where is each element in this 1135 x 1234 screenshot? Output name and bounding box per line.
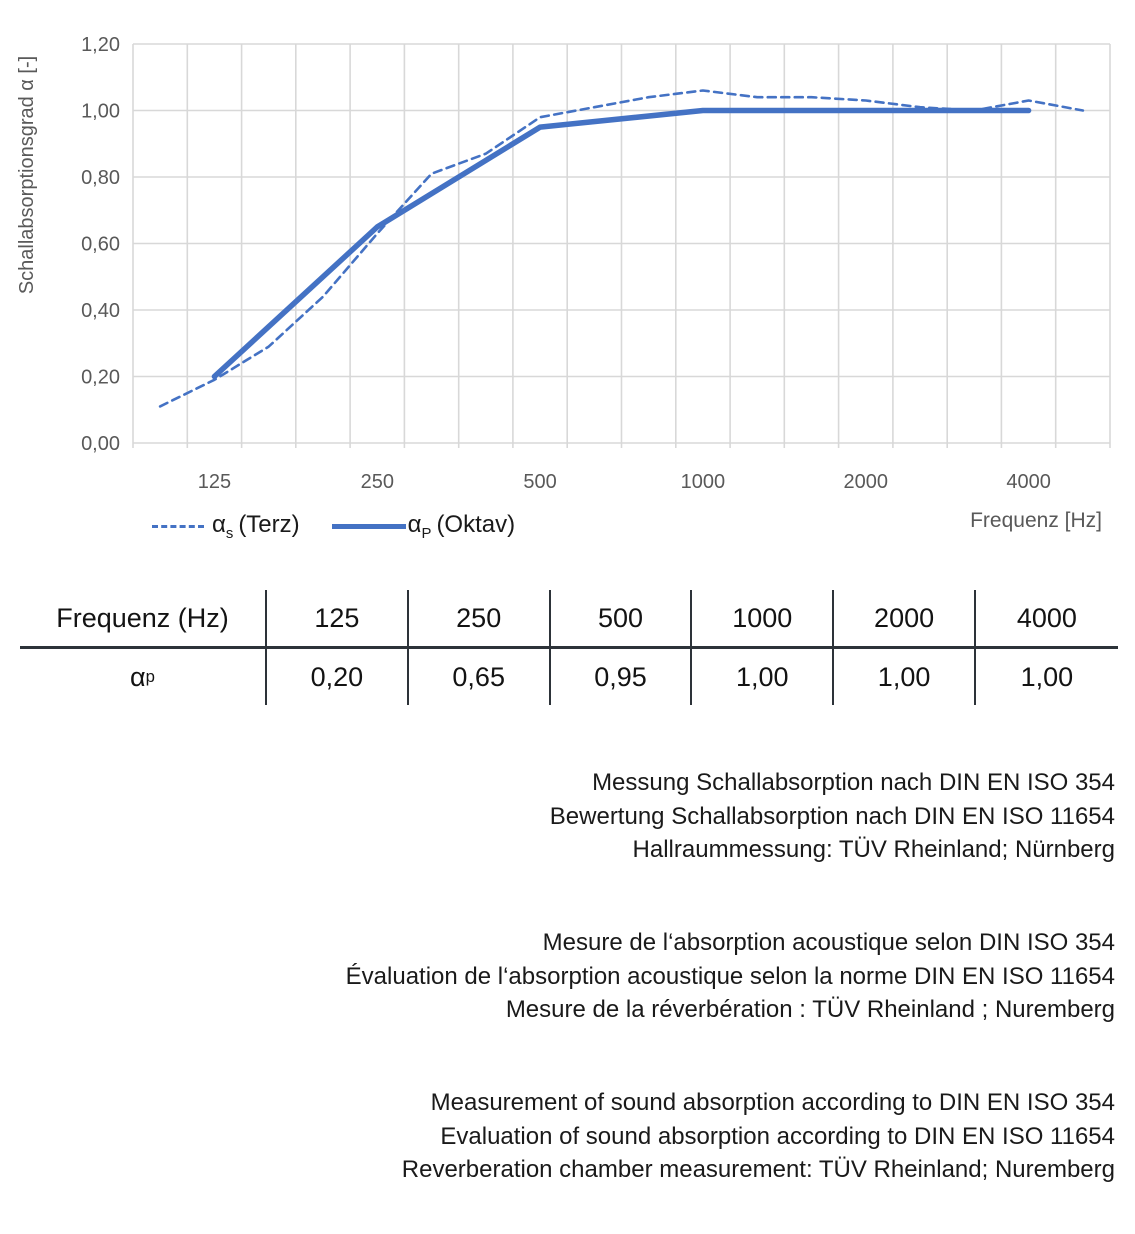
- dashed-line-sample-icon: [152, 524, 204, 528]
- caption-line: Mesure de la réverbération : TÜV Rheinla…: [505, 996, 1115, 1023]
- caption-french: Mesure de l‘absorption acoustique selon …: [20, 926, 1115, 1027]
- table-value-2000: 1,00: [834, 649, 976, 705]
- legend-item-alpha-p: αP (Oktav): [331, 511, 516, 542]
- y-axis-title: Schallabsorptionsgrad α [-]: [16, 56, 38, 294]
- table-header-500: 500: [550, 590, 693, 649]
- x-axis-title: Frequenz [Hz]: [970, 509, 1102, 532]
- table-header-frequency: Frequenz (Hz): [20, 590, 267, 649]
- table-header-4000: 4000: [975, 590, 1118, 649]
- caption-line: Bewertung Schallabsorption nach DIN EN I…: [549, 802, 1115, 830]
- caption-line: Messung Schallabsorption nach DIN EN ISO…: [592, 769, 1115, 796]
- y-tick-label: 0,00: [81, 433, 120, 455]
- alpha-p-oktav-line: [211, 107, 1032, 380]
- table-value-125: 0,20: [267, 649, 409, 705]
- caption-line: Reverberation chamber measurement: TÜV R…: [401, 1156, 1115, 1183]
- solid-line-sample-icon: [331, 523, 406, 529]
- table-header-2000: 2000: [834, 590, 976, 649]
- table-value-500: 0,95: [551, 649, 693, 705]
- caption-german: Messung Schallabsorption nach DIN EN ISO…: [20, 766, 1115, 867]
- table-header-250: 250: [408, 590, 551, 649]
- y-tick-label: 1,00: [81, 101, 120, 123]
- absorption-chart: 0,00 0,20 0,40 0,60 0,80 1,00 1,20 125 250 500 100…: [16, 34, 1111, 532]
- absorption-table: Frequenz (Hz) 125 250 500 1000 2000 4000…: [20, 590, 1118, 705]
- caption-line: Evaluation of sound absorption according…: [440, 1122, 1115, 1150]
- table-header-1000: 1000: [692, 590, 835, 649]
- x-tick-label: 250: [361, 471, 394, 493]
- x-tick-label: 500: [523, 471, 556, 493]
- y-tick-label: 0,20: [81, 367, 120, 389]
- y-tick-label: 1,20: [81, 34, 120, 56]
- caption-english: Measurement of sound absorption accordin…: [20, 1086, 1115, 1187]
- legend-item-alpha-s: αs (Terz): [152, 511, 300, 542]
- caption-line: Hallraummessung: TÜV Rheinland; Nürnberg: [632, 836, 1115, 863]
- caption-line: Mesure de l‘absorption acoustique selon …: [542, 929, 1115, 956]
- y-tick-label: 0,40: [81, 300, 120, 322]
- x-tick-label: 1000: [681, 471, 726, 493]
- y-tick-label: 0,80: [81, 167, 120, 189]
- caption-line: Measurement of sound absorption accordin…: [430, 1089, 1115, 1116]
- caption-line: Évaluation de l‘absorption acoustique se…: [345, 962, 1115, 990]
- chart-legend: αs (Terz) αP (Oktav): [152, 511, 515, 542]
- table-value-1000: 1,00: [692, 649, 835, 705]
- legend-label-alpha-p: αP (Oktav): [407, 511, 516, 542]
- x-tick-label: 2000: [844, 471, 889, 493]
- table-header-125: 125: [267, 590, 409, 649]
- table-value-250: 0,65: [409, 649, 551, 705]
- legend-label-alpha-s: αs (Terz): [212, 511, 300, 542]
- table-value-4000: 1,00: [1020, 661, 1074, 692]
- y-tick-label: 0,60: [81, 234, 120, 256]
- x-tick-label: 125: [198, 471, 231, 493]
- x-tick-label: 4000: [1006, 471, 1051, 493]
- alpha-s-terz-line: [158, 89, 1085, 408]
